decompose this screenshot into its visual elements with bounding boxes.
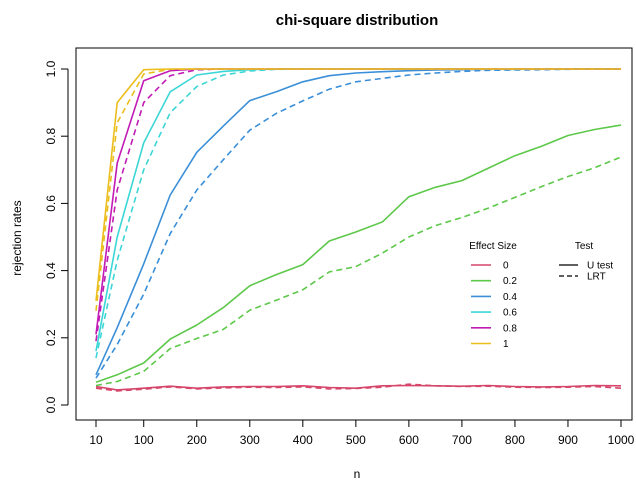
x-tick-label: 100 (134, 433, 154, 447)
y-tick-label: 0.6 (44, 195, 58, 212)
series-line-effect-0-2-lrt (95, 156, 622, 387)
legend: Effect Size Test 0 0.2 0.4 0.6 0.8 1 U testLR… (469, 241, 613, 350)
plot-frame (75, 47, 633, 421)
y-tick-label: 0.4 (44, 262, 58, 279)
x-tick-label: 200 (187, 433, 207, 447)
legend-effect-label: 0.6 (503, 308, 517, 319)
x-tick-label: 10 (89, 433, 103, 447)
series-line-effect-0-4-lrt (95, 68, 621, 379)
series-line-effect-0-6-lrt (95, 68, 621, 359)
series-line-effect-0-4-u-test (95, 68, 621, 376)
chart-title: chi-square distribution (276, 12, 439, 29)
x-tick-label: 500 (346, 433, 366, 447)
series-line-effect-0-lrt (95, 383, 622, 392)
y-tick-label: 0.0 (44, 396, 58, 413)
series-layer (95, 68, 622, 392)
x-axis-label: n (354, 467, 361, 481)
x-tick-label: 300 (240, 433, 260, 447)
series-line-effect-0-6-u-test (95, 68, 621, 352)
legend-test-label: U test (587, 261, 613, 272)
x-tick-label: 900 (558, 433, 578, 447)
series-line-effect-0-2-u-test (95, 124, 622, 383)
legend-effect-label: 0 (503, 261, 509, 272)
y-axis-label: rejection rates (10, 200, 24, 275)
x-tick-label: 1000 (608, 433, 635, 447)
x-axis: 10 100 200 300 400 500 600 700 800 900 1000 (89, 419, 635, 447)
legend-effect-label: 0.4 (503, 292, 517, 303)
legend-effect-label: 1 (503, 339, 509, 350)
legend-effect-label: 0.2 (503, 276, 517, 287)
series-line-effect-0-8-lrt (95, 68, 621, 342)
y-tick-label: 0.8 (44, 128, 58, 145)
legend-effect-title: Effect Size (469, 241, 517, 252)
y-tick-label: 1.0 (44, 60, 58, 77)
legend-test-title: Test (575, 241, 594, 252)
x-tick-label: 400 (293, 433, 313, 447)
legend-effect-label: 0.8 (503, 323, 517, 334)
x-tick-label: 700 (452, 433, 472, 447)
x-tick-label: 600 (399, 433, 419, 447)
y-tick-label: 0.2 (44, 329, 58, 346)
y-axis: 0.0 0.2 0.4 0.6 0.8 1.0 (44, 60, 69, 413)
series-line-effect-1-lrt (95, 68, 621, 311)
x-tick-label: 800 (505, 433, 525, 447)
legend-test-label: LRT (587, 272, 606, 283)
legend-effect-entries: 0 0.2 0.4 0.6 0.8 1 (471, 261, 517, 350)
